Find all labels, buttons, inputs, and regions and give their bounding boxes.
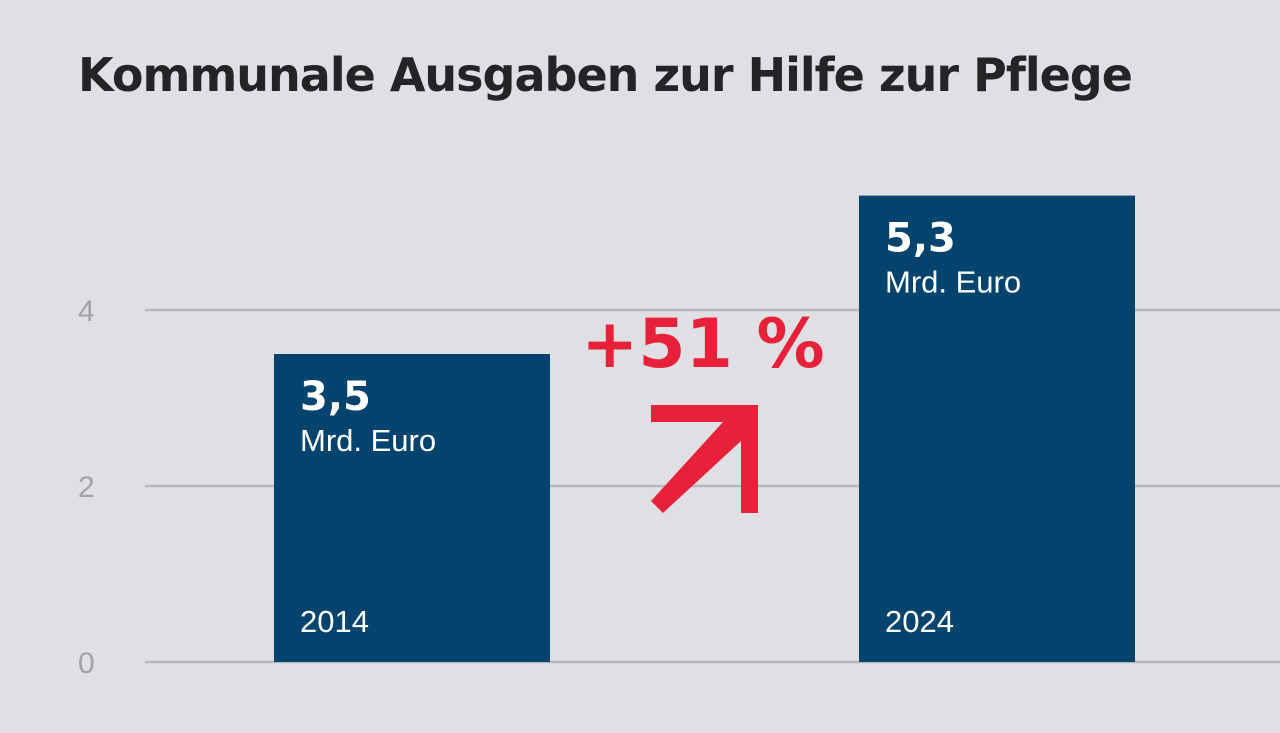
y-axis-ticks: 0 2 4	[78, 295, 95, 680]
change-label: +51 %	[581, 305, 824, 384]
bar-unit-label: Mrd. Euro	[300, 423, 436, 458]
bar-2024	[859, 195, 1135, 662]
bar-value-label: 5,3	[885, 216, 956, 262]
bar-value-label: 3,5	[300, 374, 371, 420]
y-tick-label: 2	[78, 471, 95, 504]
arrow-up-right-icon	[651, 405, 758, 513]
chart-title: Kommunale Ausgaben zur Hilfe zur Pflege	[78, 48, 1133, 102]
bar-2014	[274, 354, 550, 662]
y-tick-label: 4	[78, 295, 95, 328]
bar-unit-label: Mrd. Euro	[885, 265, 1021, 300]
y-tick-label: 0	[78, 647, 95, 680]
change-annotation: +51 %	[581, 305, 825, 513]
x-category-label: 2024	[885, 604, 954, 639]
x-category-label: 2014	[300, 604, 369, 639]
